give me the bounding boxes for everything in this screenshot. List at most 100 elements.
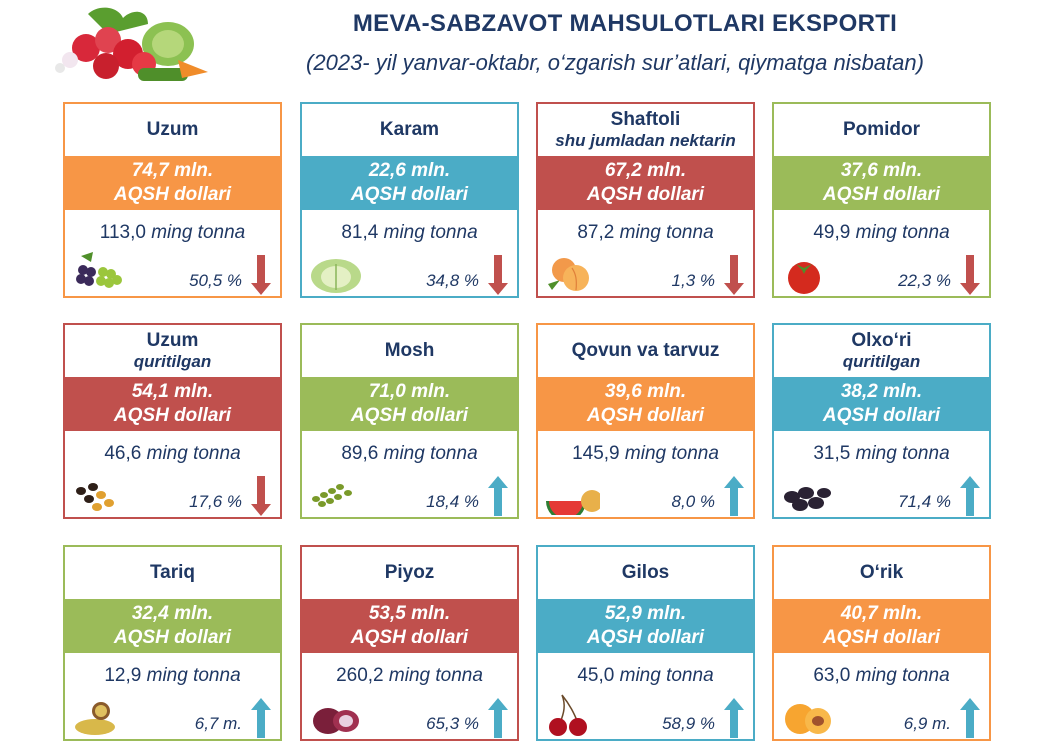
export-currency: AQSH dollari: [822, 405, 941, 426]
export-value-band: 40,7 mln. AQSH dollari: [774, 599, 989, 653]
export-volume: 260,2 ming tonna: [302, 665, 517, 687]
export-volume: 145,9 ming tonna: [538, 443, 753, 465]
arrow-up-icon: [251, 698, 271, 738]
change-percent: 6,9 m.: [903, 714, 951, 733]
export-value: 38,2 mln.: [840, 381, 923, 402]
product-name: Uzum: [146, 119, 199, 140]
product-name: Pomidor: [842, 119, 921, 140]
export-value-band: 22,6 mln. AQSH dollari: [302, 156, 517, 210]
export-currency: AQSH dollari: [586, 184, 705, 205]
product-card: Olxo‘ri quritilgan 38,2 mln. AQSH dollari 31…: [772, 323, 991, 519]
volume-value: 12,9: [104, 665, 142, 686]
volume-unit: ming tonna: [855, 222, 950, 243]
export-volume: 46,6 ming tonna: [65, 443, 280, 465]
export-value: 32,4 mln.: [131, 603, 214, 624]
volume-unit: ming tonna: [151, 222, 246, 243]
export-currency: AQSH dollari: [822, 627, 941, 648]
export-value-band: 38,2 mln. AQSH dollari: [774, 377, 989, 431]
product-name: Shaftoli: [610, 109, 681, 130]
product-name-block: Qovun va tarvuz: [538, 325, 753, 377]
export-value: 52,9 mln.: [604, 603, 687, 624]
export-value: 22,6 mln.: [368, 160, 451, 181]
volume-unit: ming tonna: [383, 443, 478, 464]
change-percent: 65,3 %: [426, 714, 479, 733]
product-name-block: Uzum quritilgan: [65, 325, 280, 377]
export-value: 71,0 mln.: [368, 381, 451, 402]
product-name: Uzum: [146, 330, 199, 351]
export-value-band: 71,0 mln. AQSH dollari: [302, 377, 517, 431]
export-currency: AQSH dollari: [350, 405, 469, 426]
volume-unit: ming tonna: [388, 665, 483, 686]
export-value-band: 37,6 mln. AQSH dollari: [774, 156, 989, 210]
product-name: Gilos: [621, 562, 670, 583]
export-currency: AQSH dollari: [822, 184, 941, 205]
volume-unit: ming tonna: [619, 665, 714, 686]
product-card: Tariq 32,4 mln. AQSH dollari 12,9 ming tonn…: [63, 545, 282, 741]
volume-unit: ming tonna: [624, 443, 719, 464]
peach-icon: [548, 258, 589, 291]
product-subname: shu jumladan nektarin: [555, 131, 736, 150]
volume-value: 113,0: [99, 222, 146, 243]
cherry-icon: [549, 694, 587, 736]
volume-unit: ming tonna: [146, 665, 241, 686]
export-value-band: 32,4 mln. AQSH dollari: [65, 599, 280, 653]
product-subname: quritilgan: [842, 352, 921, 371]
millet-icon: [75, 702, 115, 735]
export-value-band: 53,5 mln. AQSH dollari: [302, 599, 517, 653]
product-name: Tariq: [149, 562, 196, 583]
arrow-up-icon: [724, 698, 744, 738]
product-name-block: Tariq: [65, 547, 280, 599]
volume-value: 87,2: [577, 222, 615, 243]
volume-value: 89,6: [341, 443, 379, 464]
product-name-block: Pomidor: [774, 104, 989, 156]
export-value-band: 39,6 mln. AQSH dollari: [538, 377, 753, 431]
export-volume: 113,0 ming tonna: [65, 222, 280, 244]
export-volume: 49,9 ming tonna: [774, 222, 989, 244]
product-name: Qovun va tarvuz: [571, 340, 720, 361]
volume-unit: ming tonna: [855, 443, 950, 464]
cabbage-icon: [311, 259, 361, 293]
onion-icon: [313, 708, 359, 734]
export-currency: AQSH dollari: [113, 405, 232, 426]
product-name-block: Piyoz: [302, 547, 517, 599]
arrow-up-icon: [960, 476, 980, 516]
export-value-band: 67,2 mln. AQSH dollari: [538, 156, 753, 210]
product-name: Piyoz: [384, 562, 435, 583]
volume-value: 46,6: [104, 443, 142, 464]
export-currency: AQSH dollari: [350, 184, 469, 205]
export-value-band: 54,1 mln. AQSH dollari: [65, 377, 280, 431]
volume-value: 260,2: [336, 665, 384, 686]
volume-value: 31,5: [813, 443, 851, 464]
export-volume: 81,4 ming tonna: [302, 222, 517, 244]
tomato-icon: [788, 262, 820, 294]
arrow-down-icon: [251, 255, 271, 295]
product-card: Karam 22,6 mln. AQSH dollari 81,4 ming tonn…: [300, 102, 519, 298]
product-name-block: Olxo‘ri quritilgan: [774, 325, 989, 377]
export-value: 67,2 mln.: [604, 160, 687, 181]
change-percent: 18,4 %: [426, 492, 479, 511]
export-volume: 31,5 ming tonna: [774, 443, 989, 465]
export-currency: AQSH dollari: [350, 627, 469, 648]
change-percent: 50,5 %: [189, 271, 242, 290]
product-name: Karam: [379, 119, 440, 140]
change-percent: 8,0 %: [671, 492, 715, 511]
product-card: O‘rik 40,7 mln. AQSH dollari 63,0 ming tonn…: [772, 545, 991, 741]
export-volume: 89,6 ming tonna: [302, 443, 517, 465]
export-value: 54,1 mln.: [131, 381, 214, 402]
product-name: Olxo‘ri: [851, 330, 912, 351]
volume-value: 45,0: [577, 665, 615, 686]
product-card: Pomidor 37,6 mln. AQSH dollari 49,9 ming to…: [772, 102, 991, 298]
export-volume: 12,9 ming tonna: [65, 665, 280, 687]
change-percent: 1,3 %: [671, 271, 715, 290]
export-value: 40,7 mln.: [840, 603, 923, 624]
export-value: 53,5 mln.: [368, 603, 451, 624]
product-name: O‘rik: [859, 562, 904, 583]
apricot-icon: [785, 704, 831, 734]
change-percent: 71,4 %: [898, 492, 951, 511]
product-card: Qovun va tarvuz 39,6 mln. AQSH dollari 145,…: [536, 323, 755, 519]
arrow-up-icon: [724, 476, 744, 516]
product-name-block: Gilos: [538, 547, 753, 599]
export-currency: AQSH dollari: [586, 405, 705, 426]
prunes-icon: [784, 487, 831, 511]
product-subname: quritilgan: [133, 352, 212, 371]
